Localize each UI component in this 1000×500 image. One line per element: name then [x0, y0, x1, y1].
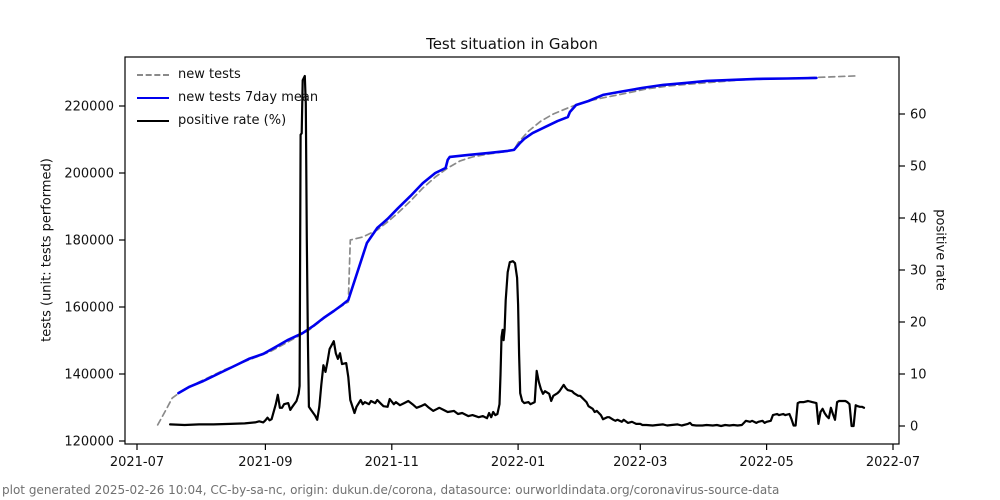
legend-swatch-dashed-line-icon [137, 73, 169, 76]
legend-item-new-tests-7day-mean: new tests 7day mean [137, 86, 318, 109]
y-right-tick-label: 20 [910, 316, 927, 331]
series-new-tests [156, 74, 859, 426]
y-right-tick-label: 10 [910, 368, 927, 383]
y-axis-right-ticks: 0 10 20 30 40 50 60 [899, 108, 927, 435]
y-left-tick-label: 200000 [64, 167, 114, 182]
legend-swatch-blue-line-icon [137, 96, 169, 99]
y-axis-left-ticks: 120000 140000 160000 180000 200000 220000 [64, 100, 125, 450]
x-tick-label: 2021-11 [365, 455, 419, 470]
legend-swatch-black-line-icon [137, 119, 169, 122]
y-right-tick-label: 50 [910, 160, 927, 175]
x-tick-label: 2022-07 [866, 455, 920, 470]
plot-frame [124, 56, 900, 445]
legend-label: new tests 7day mean [178, 90, 319, 105]
x-tick-label: 2021-07 [110, 455, 164, 470]
y-left-tick-label: 180000 [64, 234, 114, 249]
legend-label: new tests [178, 67, 241, 82]
y-right-tick-label: 0 [910, 420, 918, 435]
y-left-tick-label: 160000 [64, 301, 114, 316]
y-right-tick-label: 60 [910, 108, 927, 123]
x-tick-label: 2022-03 [613, 455, 667, 470]
legend: new tests new tests 7day mean positive r… [137, 63, 318, 132]
x-tick-label: 2022-05 [739, 455, 793, 470]
legend-item-positive-rate: positive rate (%) [137, 109, 318, 132]
y-right-tick-label: 40 [910, 212, 927, 227]
x-tick-label: 2022-01 [491, 455, 545, 470]
x-axis-ticks: 2021-07 2021-09 2021-11 2022-01 2022-03 2022-… [110, 444, 920, 470]
plot-canvas: 2021-07 2021-09 2021-11 2022-01 2022-03 2022-… [64, 56, 927, 470]
legend-label: positive rate (%) [178, 113, 287, 128]
plot-source-note: plot generated 2025-02-26 10:04, CC-by-s… [2, 483, 780, 497]
x-tick-label: 2021-09 [238, 455, 292, 470]
series-positive-rate- [169, 74, 866, 428]
y-left-tick-label: 140000 [64, 368, 114, 383]
legend-item-new-tests: new tests [137, 63, 318, 86]
chart-title: Test situation in Gabon [426, 35, 598, 53]
y-left-tick-label: 220000 [64, 100, 114, 115]
series-group [156, 74, 866, 428]
series-new-tests-7day-mean [177, 76, 818, 395]
y-left-tick-label: 120000 [64, 435, 114, 450]
y-right-tick-label: 30 [910, 264, 927, 279]
